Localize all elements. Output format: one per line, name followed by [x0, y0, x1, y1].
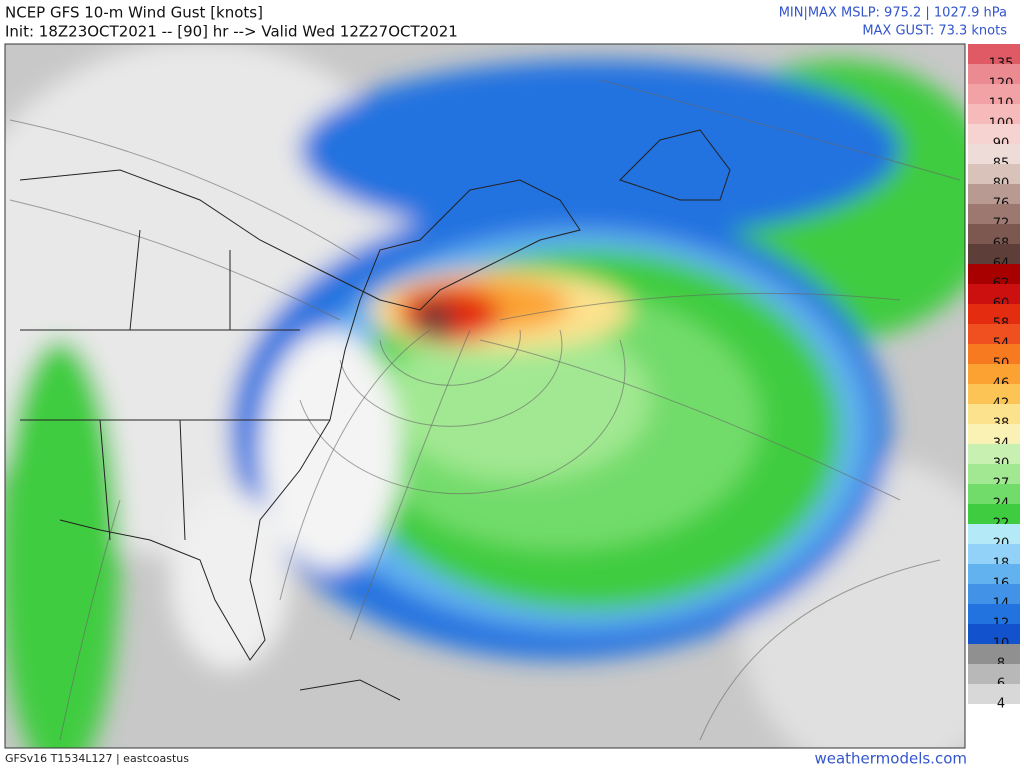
legend-swatch	[968, 364, 1020, 384]
legend-swatch	[968, 404, 1020, 424]
title: NCEP GFS 10-m Wind Gust [knots]	[5, 4, 263, 22]
legend-swatch	[968, 584, 1020, 604]
legend-swatch	[968, 444, 1020, 464]
legend-swatch	[968, 384, 1020, 404]
legend-swatch	[968, 424, 1020, 444]
legend-swatch	[968, 664, 1020, 684]
legend-swatch	[968, 204, 1020, 224]
legend-swatch	[968, 604, 1020, 624]
legend-swatch	[968, 344, 1020, 364]
legend-label: 4	[997, 697, 1005, 712]
legend-swatch	[968, 644, 1020, 664]
model-info: GFSv16 T1534L127 | eastcoastus	[5, 752, 189, 765]
legend-swatch	[968, 544, 1020, 564]
color-legend: 1351201101009085807672686462605854504642…	[968, 44, 1020, 712]
legend-swatch	[968, 624, 1020, 644]
legend-swatch	[968, 64, 1020, 84]
legend-swatch	[968, 464, 1020, 484]
legend-swatch	[968, 504, 1020, 524]
subtitle: Init: 18Z23OCT2021 -- [90] hr --> Valid …	[5, 23, 458, 41]
legend-swatch	[968, 264, 1020, 284]
legend-swatch	[968, 244, 1020, 264]
legend-swatch	[968, 44, 1020, 64]
legend-swatch	[968, 184, 1020, 204]
max-gust-info: MAX GUST: 73.3 knots	[862, 24, 1007, 39]
legend-swatch	[968, 684, 1020, 704]
legend-swatch	[968, 164, 1020, 184]
site-name: weathermodels.com	[814, 750, 967, 768]
legend-swatch	[968, 484, 1020, 504]
legend-swatch	[968, 224, 1020, 244]
legend-swatch	[968, 84, 1020, 104]
legend-swatch	[968, 524, 1020, 544]
map-frame	[4, 43, 966, 749]
legend-swatch	[968, 564, 1020, 584]
streamlines	[9, 79, 961, 741]
legend-swatch	[968, 304, 1020, 324]
legend-swatch	[968, 324, 1020, 344]
wind-field	[5, 44, 965, 748]
mslp-info: MIN|MAX MSLP: 975.2 | 1027.9 hPa	[779, 6, 1007, 21]
legend-swatch	[968, 124, 1020, 144]
legend-swatch	[968, 144, 1020, 164]
legend-swatch	[968, 104, 1020, 124]
coastlines	[19, 129, 731, 701]
legend-swatch	[968, 284, 1020, 304]
